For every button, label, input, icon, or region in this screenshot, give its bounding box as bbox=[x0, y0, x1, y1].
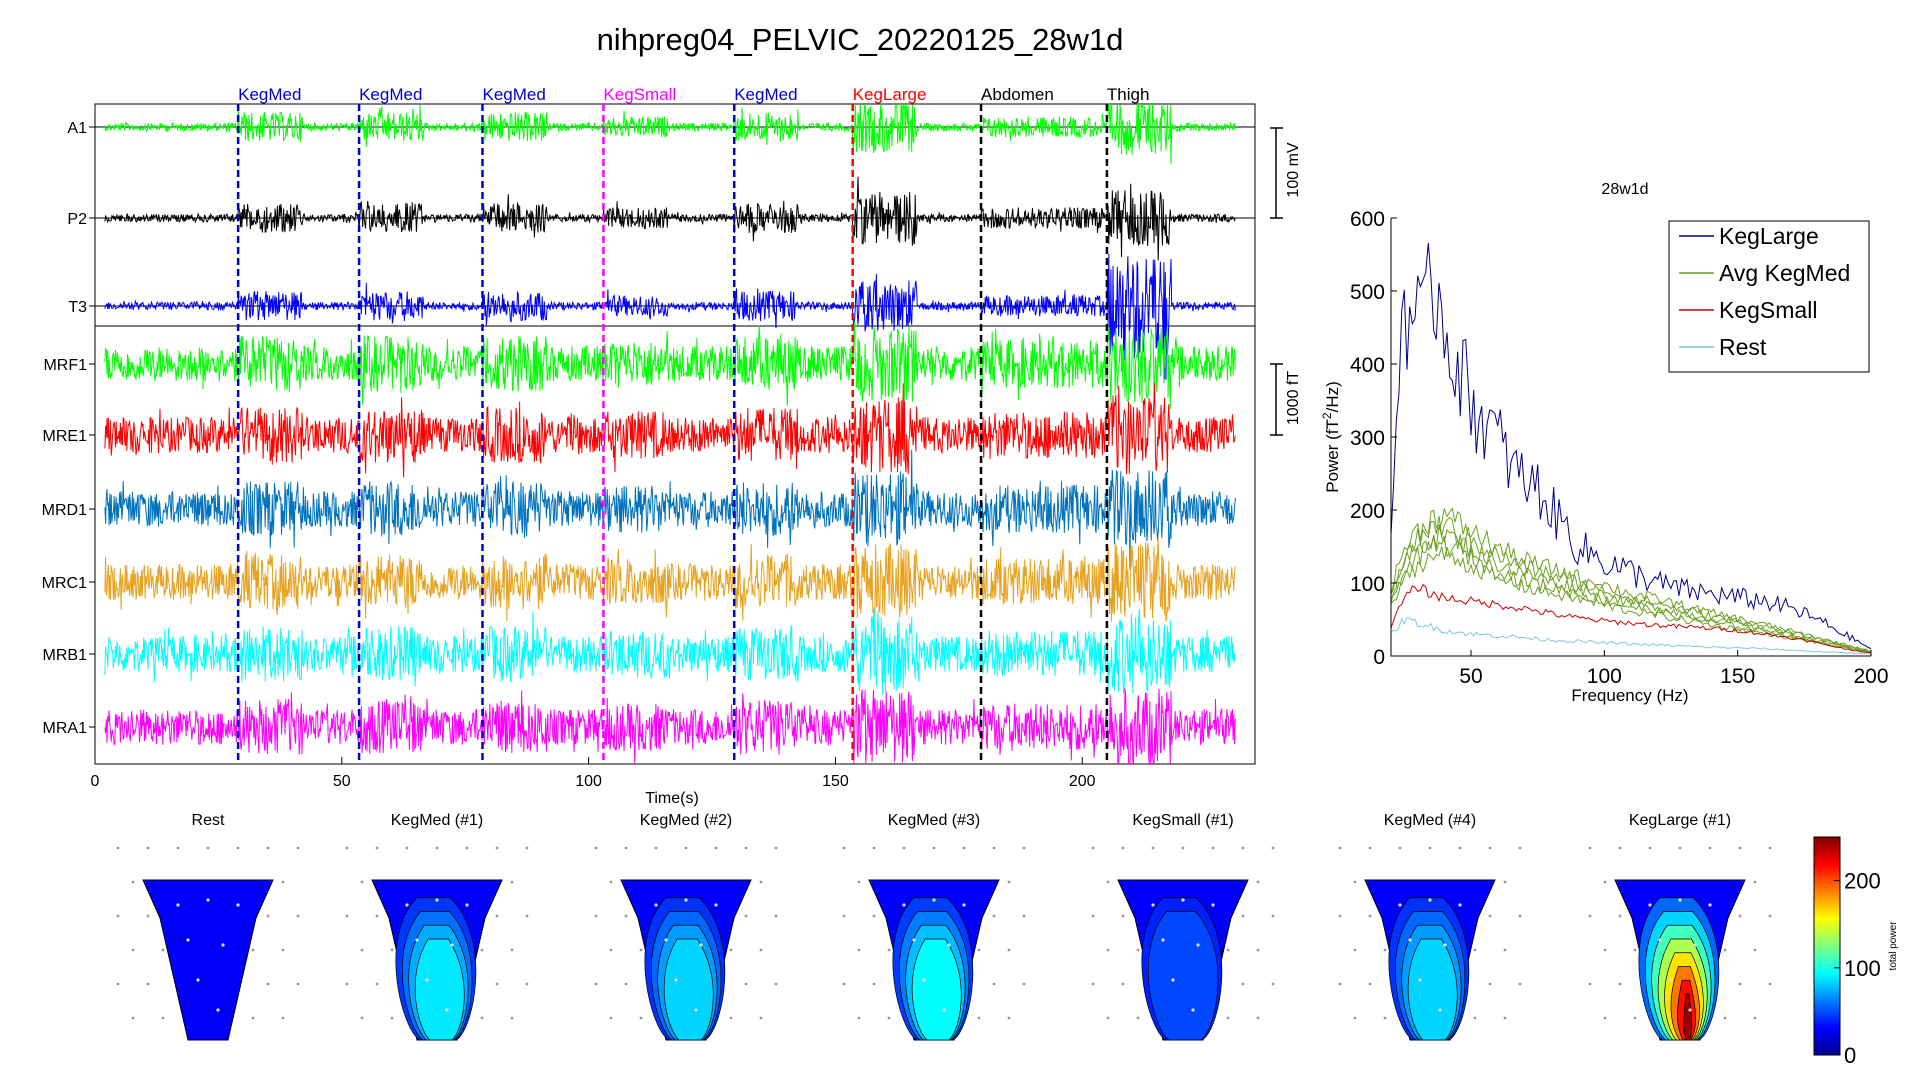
meg-channel-labels: MRF1 MRE1 MRD1 MRC1 MRB1 MRA1 bbox=[42, 357, 95, 737]
psd-line-avg-kegmed-3 bbox=[1391, 515, 1871, 653]
topo-label-3: KegMed (#3) bbox=[888, 812, 981, 829]
emg-trace-P2 bbox=[104, 176, 1236, 261]
emg-trace-A1 bbox=[104, 104, 1236, 165]
meg-trace-MRA1 bbox=[104, 688, 1236, 764]
meg-label-5: MRA1 bbox=[43, 720, 88, 737]
topo-map-1: KegMed (#1) bbox=[345, 812, 529, 1041]
colorbar-label: total power bbox=[1888, 921, 1899, 971]
timeseries-panel: KegMed KegMed KegMed KegSmall KegMed KegLarge… bbox=[42, 85, 1302, 807]
meg-scale-bar: 1000 fT bbox=[1270, 363, 1302, 436]
topo-label-2: KegMed (#2) bbox=[640, 812, 733, 829]
psd-line-keglarge bbox=[1391, 242, 1871, 650]
colorbar-gradient bbox=[1813, 836, 1841, 1056]
emg-label-1: P2 bbox=[67, 211, 87, 228]
psd-line-avg-kegmed-0 bbox=[1391, 546, 1871, 653]
psd-xtick-3: 200 bbox=[1853, 665, 1888, 688]
legend-label-2: KegSmall bbox=[1719, 297, 1817, 323]
psd-ytick-6: 600 bbox=[1350, 208, 1385, 231]
emg-traces bbox=[95, 104, 1255, 380]
event-label-1: KegMed bbox=[359, 85, 422, 104]
meg-label-4: MRB1 bbox=[43, 647, 88, 664]
emg-scale-label: 100 mV bbox=[1285, 142, 1302, 197]
time-tick-0: 0 bbox=[91, 773, 100, 790]
event-label-7: Thigh bbox=[1107, 85, 1150, 104]
emg-axes-box bbox=[94, 103, 1256, 327]
meg-label-3: MRC1 bbox=[42, 575, 87, 592]
meg-trace-MRB1 bbox=[104, 608, 1236, 695]
psd-title: 28w1d bbox=[1601, 181, 1648, 198]
topo-map-3: KegMed (#3) bbox=[842, 812, 1026, 1041]
topo-label-5: KegMed (#4) bbox=[1384, 812, 1477, 829]
event-label-0: KegMed bbox=[238, 85, 301, 104]
topo-map-6: KegLarge (#1) bbox=[1588, 812, 1772, 1041]
time-tick-1: 50 bbox=[333, 773, 351, 790]
topo-label-6: KegLarge (#1) bbox=[1629, 812, 1731, 829]
legend-label-0: KegLarge bbox=[1719, 223, 1819, 249]
event-label-6: Abdomen bbox=[981, 85, 1054, 104]
time-axis-ticks: 0 50 100 150 200 bbox=[91, 757, 1096, 790]
psd-series bbox=[1391, 242, 1871, 655]
figure-title: nihpreg04_PELVIC_20220125_28w1d bbox=[597, 22, 1124, 57]
psd-xtick-1: 100 bbox=[1587, 665, 1622, 688]
psd-ytick-5: 500 bbox=[1350, 281, 1385, 304]
event-lines bbox=[236, 104, 1109, 764]
colorbar: 0 100 200 total power bbox=[1813, 836, 1899, 1068]
topo-label-0: Rest bbox=[192, 812, 225, 829]
topo-map-4: KegSmall (#1) bbox=[1091, 812, 1275, 1041]
psd-ytick-1: 100 bbox=[1350, 573, 1385, 596]
meg-trace-MRD1 bbox=[104, 449, 1236, 570]
topo-map-0: Rest bbox=[116, 812, 300, 1041]
meg-trace-MRC1 bbox=[104, 537, 1236, 622]
legend-label-1: Avg KegMed bbox=[1719, 260, 1850, 286]
psd-legend: KegLarge Avg KegMed KegSmall Rest bbox=[1668, 220, 1870, 373]
legend-label-3: Rest bbox=[1719, 334, 1767, 360]
topo-map-5: KegMed (#4) bbox=[1338, 812, 1522, 1041]
event-label-5: KegLarge bbox=[853, 85, 927, 104]
time-tick-2: 100 bbox=[575, 773, 602, 790]
event-label-2: KegMed bbox=[482, 85, 545, 104]
colorbar-tick-2: 200 bbox=[1844, 869, 1881, 894]
psd-xticks: 50 100 150 200 bbox=[1459, 650, 1889, 688]
meg-scale-label: 1000 fT bbox=[1285, 371, 1302, 425]
time-axis-label: Time(s) bbox=[645, 790, 699, 807]
event-label-3: KegSmall bbox=[603, 85, 676, 104]
psd-xtick-2: 150 bbox=[1720, 665, 1755, 688]
time-tick-3: 150 bbox=[822, 773, 849, 790]
meg-label-0: MRF1 bbox=[43, 357, 87, 374]
emg-channel-labels: A1 P2 T3 bbox=[67, 120, 95, 316]
meg-label-2: MRD1 bbox=[42, 502, 87, 519]
time-tick-4: 200 bbox=[1069, 773, 1096, 790]
meg-axes-box bbox=[94, 325, 1256, 765]
colorbar-ticks: 0 100 200 bbox=[1834, 869, 1881, 1068]
topo-label-4: KegSmall (#1) bbox=[1132, 812, 1233, 829]
psd-xtick-0: 50 bbox=[1459, 665, 1482, 688]
event-labels: KegMed KegMed KegMed KegSmall KegMed KegLarge… bbox=[238, 85, 1149, 104]
colorbar-tick-1: 100 bbox=[1844, 956, 1881, 981]
meg-label-1: MRE1 bbox=[43, 428, 88, 445]
psd-ytick-2: 200 bbox=[1350, 500, 1385, 523]
emg-trace-T3 bbox=[104, 253, 1236, 380]
emg-scale-bar: 100 mV bbox=[1270, 127, 1302, 219]
psd-ytick-4: 400 bbox=[1350, 354, 1385, 377]
meg-trace-MRE1 bbox=[104, 382, 1236, 478]
event-label-4: KegMed bbox=[734, 85, 797, 104]
psd-line-kegsmall bbox=[1391, 583, 1871, 654]
psd-yticks: 0 100 200 300 400 500 600 bbox=[1350, 208, 1397, 669]
psd-line-rest bbox=[1391, 617, 1871, 655]
topo-label-1: KegMed (#1) bbox=[391, 812, 484, 829]
meg-traces bbox=[104, 321, 1236, 764]
psd-ytick-3: 300 bbox=[1350, 427, 1385, 450]
emg-label-0: A1 bbox=[67, 120, 87, 137]
psd-line-avg-kegmed-4 bbox=[1391, 507, 1871, 652]
colorbar-tick-0: 0 bbox=[1844, 1043, 1856, 1068]
psd-ylabel: Power (fT2/Hz) bbox=[1320, 381, 1342, 493]
psd-panel: 28w1d 50 100 150 200 0 100 200 300 400 500 600 Fr… bbox=[1320, 181, 1889, 705]
psd-xlabel: Frequency (Hz) bbox=[1571, 686, 1688, 705]
psd-ytick-0: 0 bbox=[1373, 646, 1385, 669]
topo-maps: Rest KegMed (#1) KegMed (#2) KegMed (#3) Keg… bbox=[116, 812, 1772, 1041]
topo-map-2: KegMed (#2) bbox=[594, 812, 778, 1041]
emg-label-2: T3 bbox=[68, 299, 87, 316]
meg-trace-MRF1 bbox=[104, 321, 1236, 410]
